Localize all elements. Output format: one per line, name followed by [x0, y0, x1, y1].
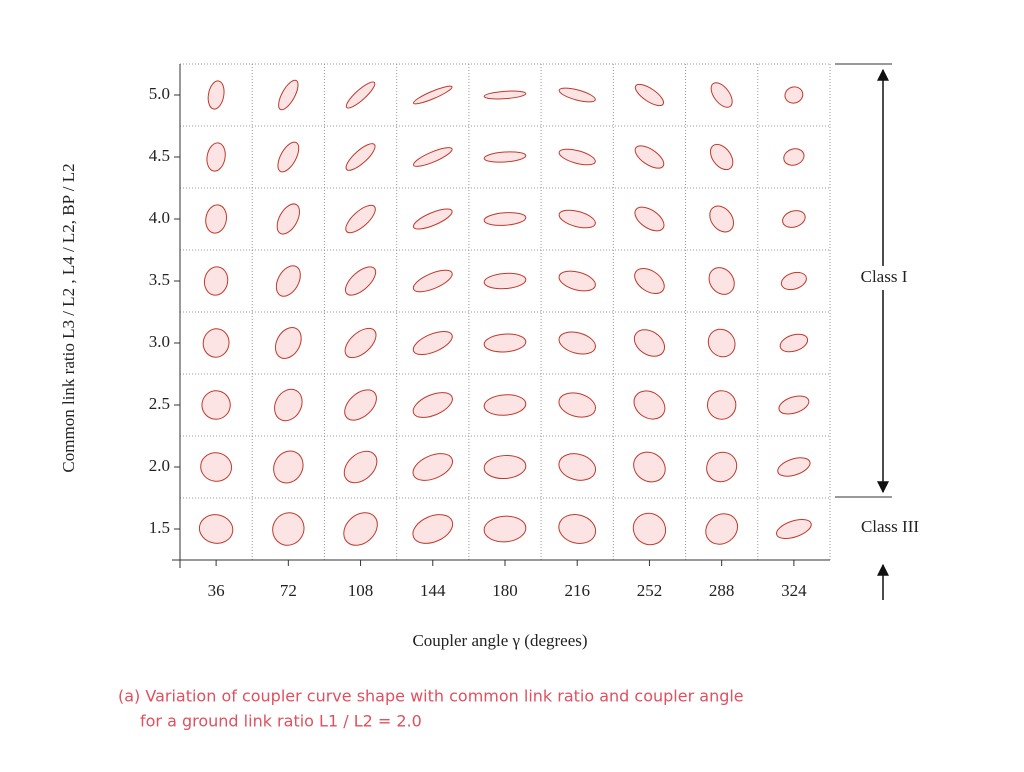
x-tick-label: 180	[492, 581, 518, 600]
y-tick-label: 3.0	[149, 332, 170, 351]
coupler-curve	[412, 392, 453, 418]
coupler-curve	[276, 203, 300, 235]
coupler-curve	[558, 148, 596, 166]
coupler-curve	[202, 328, 230, 358]
coupler-curve	[782, 210, 806, 228]
x-tick-label: 144	[420, 581, 446, 600]
coupler-curve	[483, 272, 527, 290]
coupler-curve	[412, 208, 453, 230]
coupler-curve	[558, 87, 596, 103]
coupler-curve	[483, 515, 527, 543]
coupler-curve	[343, 512, 378, 546]
y-tick-label: 1.5	[149, 518, 170, 537]
coupler-curve	[705, 513, 739, 545]
coupler-curve	[203, 266, 229, 296]
coupler-curve	[634, 206, 665, 232]
x-axis-label: Coupler angle γ (degrees)	[412, 631, 587, 650]
coupler-curve	[706, 390, 737, 420]
coupler-curve	[412, 453, 454, 481]
coupler-curve	[709, 205, 735, 233]
coupler-curve	[274, 327, 302, 359]
x-tick-label: 72	[280, 581, 297, 600]
class-label: Class III	[861, 517, 919, 536]
x-tick-label: 108	[348, 581, 374, 600]
coupler-curve	[274, 388, 303, 422]
coupler-curve	[207, 80, 225, 110]
coupler-curve	[778, 395, 810, 415]
coupler-curve	[483, 333, 527, 353]
y-tick-label: 5.0	[149, 84, 170, 103]
coupler-curve	[779, 333, 809, 353]
coupler-curve	[343, 450, 378, 484]
y-axis-label: Common link ratio L3 / L2 , L4 / L2, BP …	[59, 163, 78, 472]
coupler-curve	[275, 265, 301, 297]
coupler-curve	[634, 145, 665, 169]
coupler-curve	[198, 514, 234, 544]
x-tick-label: 288	[709, 581, 735, 600]
y-tick-label: 2.0	[149, 456, 170, 475]
y-tick-label: 4.0	[149, 208, 170, 227]
coupler-curve	[633, 451, 666, 483]
coupler-curve	[412, 269, 453, 293]
coupler-curve	[205, 204, 228, 234]
coupler-curve	[345, 81, 376, 109]
coupler-curve	[200, 452, 233, 482]
coupler-curve	[784, 86, 804, 104]
coupler-curve	[780, 271, 807, 291]
coupler-curve	[633, 390, 666, 420]
y-tick-label: 4.5	[149, 146, 170, 165]
coupler-curve	[710, 143, 734, 171]
coupler-curve	[775, 519, 812, 539]
coupler-curve	[558, 209, 596, 229]
coupler-curve	[412, 330, 453, 356]
coupler-curve	[558, 331, 596, 355]
coupler-curve	[344, 266, 377, 296]
y-tick-label: 2.5	[149, 394, 170, 413]
x-tick-label: 216	[564, 581, 590, 600]
coupler-curve	[634, 267, 665, 295]
coupler-curve	[710, 82, 733, 108]
coupler-curve	[278, 79, 299, 111]
x-tick-label: 36	[208, 581, 225, 600]
coupler-curve	[345, 143, 376, 171]
coupler-curve	[273, 450, 304, 484]
coupler-curve	[344, 389, 377, 421]
coupler-curve	[783, 148, 805, 166]
curve-grid: 36 72 108 144 180 216 252 288 324 5.0 4.5 4.0 3.5 3.0…	[149, 63, 831, 600]
coupler-curve	[483, 394, 527, 416]
coupler-curve	[412, 85, 453, 105]
class-label: Class I	[861, 267, 908, 286]
caption: for a ground link ratio L1 / L2 = 2.0	[140, 712, 422, 731]
coupler-curve	[201, 390, 231, 420]
coupler-curve	[345, 204, 376, 234]
coupler-curve	[558, 453, 597, 481]
caption: (a) Variation of coupler curve shape wit…	[118, 687, 744, 706]
x-tick-label: 324	[781, 581, 807, 600]
x-tick-label: 252	[637, 581, 663, 600]
coupler-curve	[483, 212, 527, 226]
coupler-curve	[707, 328, 736, 358]
coupler-curve	[206, 142, 226, 172]
coupler-curve	[483, 151, 527, 163]
coupler-curve	[412, 147, 453, 167]
coupler-curve	[558, 514, 597, 544]
coupler-curve	[344, 327, 377, 359]
label-bg	[845, 266, 925, 290]
coupler-curve	[633, 329, 666, 357]
coupler-curve	[632, 512, 667, 546]
coupler-curve	[558, 270, 596, 292]
coupler-curve	[483, 90, 527, 100]
coupler-curve	[706, 451, 738, 483]
coupler-curve	[277, 141, 300, 173]
coupler-curve	[558, 392, 596, 418]
coupler-curve	[634, 83, 665, 107]
y-tick-label: 3.5	[149, 270, 170, 289]
coupler-curve	[412, 514, 454, 544]
coupler-curve	[777, 457, 811, 477]
coupler-curve	[483, 454, 527, 480]
coupler-curve	[708, 267, 735, 295]
coupler-curve	[272, 512, 305, 546]
